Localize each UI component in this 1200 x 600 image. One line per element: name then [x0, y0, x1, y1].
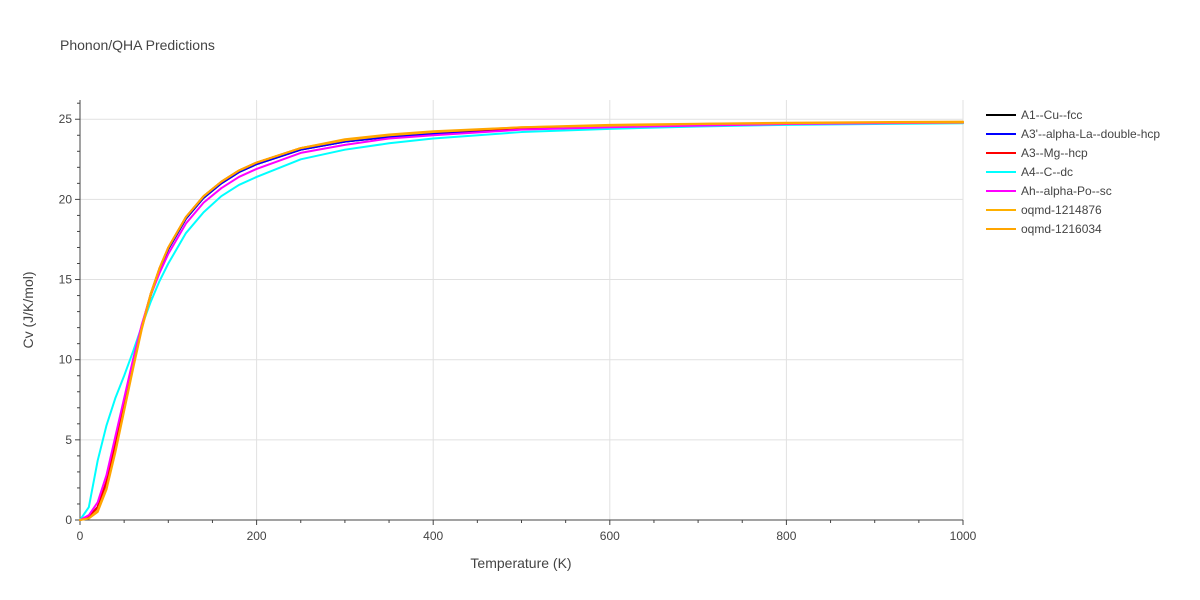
y-tick-label: 15 [59, 273, 73, 287]
y-tick-label: 0 [65, 513, 72, 527]
chart-title: Phonon/QHA Predictions [60, 37, 215, 53]
y-tick-label: 25 [59, 112, 73, 126]
legend-label: A1--Cu--fcc [1021, 108, 1082, 122]
series-line-3 [79, 121, 964, 521]
x-tick-label: 800 [776, 529, 796, 543]
legend-item[interactable]: oqmd-1214876 [986, 203, 1102, 217]
y-axis-title: Cv (J/K/mol) [20, 272, 36, 349]
legend-item[interactable]: A4--C--dc [986, 165, 1073, 179]
x-tick-label: 400 [423, 529, 443, 543]
y-tick-label: 20 [59, 192, 73, 206]
grid-layer [80, 100, 964, 520]
x-tick-label: 200 [247, 529, 267, 543]
legend-item[interactable]: Ah--alpha-Po--sc [986, 184, 1112, 198]
legend-label: A3--Mg--hcp [1021, 146, 1088, 160]
legend-label: oqmd-1216034 [1021, 222, 1102, 236]
x-tick-label: 600 [600, 529, 620, 543]
y-tick-label: 10 [59, 353, 73, 367]
legend-label: A4--C--dc [1021, 165, 1073, 179]
series-line-7 [79, 120, 964, 521]
legend-item[interactable]: A1--Cu--fcc [986, 108, 1082, 122]
series-line-2 [79, 121, 964, 521]
y-tick-label: 5 [65, 433, 72, 447]
series-line-5 [79, 121, 964, 521]
legend-label: oqmd-1214876 [1021, 203, 1102, 217]
series-line-1 [79, 121, 964, 521]
legend-label: A3'--alpha-La--double-hcp [1021, 127, 1160, 141]
legend-item[interactable]: A3--Mg--hcp [986, 146, 1088, 160]
x-tick-label: 1000 [950, 529, 977, 543]
series-line-6 [79, 121, 964, 521]
axes-layer: 0 200 400 600 800 1000 0 5 10 15 20 25 [59, 100, 977, 543]
legend[interactable]: A1--Cu--fcc A3'--alpha-La--double-hcp A3--… [986, 108, 1160, 236]
series-line-4 [79, 122, 964, 521]
x-tick-label: 0 [77, 529, 84, 543]
legend-item[interactable]: oqmd-1216034 [986, 222, 1102, 236]
x-axis-title: Temperature (K) [470, 555, 571, 571]
legend-item[interactable]: A3'--alpha-La--double-hcp [986, 127, 1160, 141]
legend-label: Ah--alpha-Po--sc [1021, 184, 1112, 198]
series-layer [79, 120, 964, 521]
